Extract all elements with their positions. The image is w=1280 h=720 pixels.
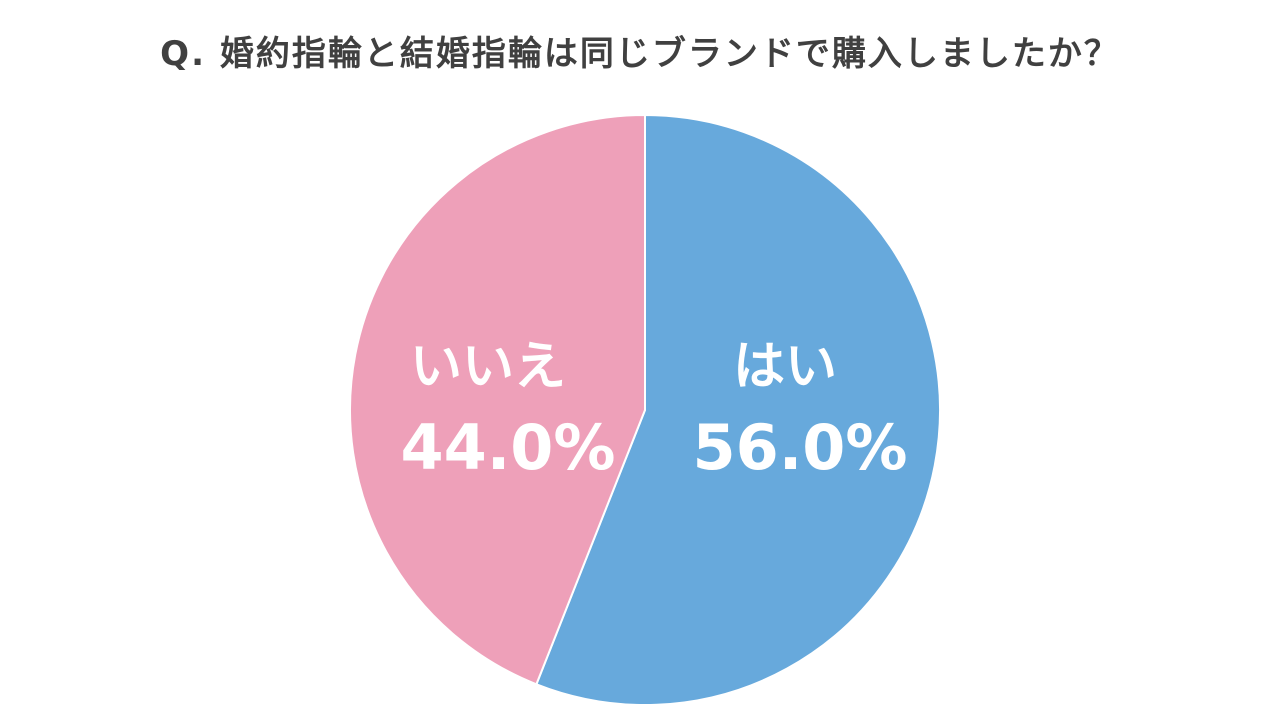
slice-label-no: いいえ [410,337,566,397]
slice-value-yes: 56.0% [692,411,907,484]
slice-label-yes: はい [733,337,837,397]
pie-slice-yes [535,113,941,706]
slice-value-no: 44.0% [400,411,615,484]
pie-slice-no [349,113,646,686]
chart-title: Q. 婚約指輪と結婚指輪は同じブランドで購入しましたか？ [160,34,1120,74]
